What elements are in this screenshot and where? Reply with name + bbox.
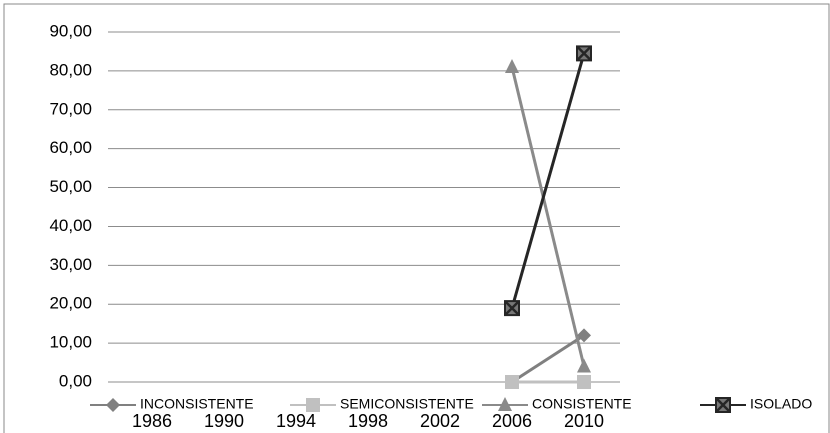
point-marker <box>504 300 520 317</box>
point-marker <box>577 375 591 389</box>
point-marker <box>577 328 591 343</box>
legend-label: SEMICONSISTENTE <box>340 396 474 412</box>
marker-cross <box>715 397 731 413</box>
legend-marker <box>106 398 120 412</box>
y-tick-label: 10,00 <box>49 333 92 352</box>
legend-label: INCONSISTENTE <box>140 396 254 412</box>
y-tick-label: 90,00 <box>49 21 92 40</box>
marker-cross <box>576 45 592 62</box>
chart-border <box>3 3 830 433</box>
y-tick-label: 80,00 <box>49 60 92 79</box>
series-line <box>511 334 585 384</box>
y-tick-label: 60,00 <box>49 138 92 157</box>
point-marker <box>505 59 519 73</box>
x-tick-label: 2010 <box>564 411 604 431</box>
series-line <box>510 52 586 309</box>
legend-marker <box>306 398 320 412</box>
legend-marker <box>715 397 731 413</box>
x-tick-label: 1998 <box>348 411 388 431</box>
x-tick-label: 1994 <box>276 411 316 431</box>
x-tick-label: 1990 <box>204 411 244 431</box>
series-line <box>510 66 586 367</box>
y-tick-label: 70,00 <box>49 99 92 118</box>
y-tick-label: 50,00 <box>49 177 92 196</box>
marker-cross <box>504 300 520 316</box>
y-tick-label: 0,00 <box>59 371 92 390</box>
legend-label: ISOLADO <box>750 396 812 412</box>
point-marker <box>576 45 592 62</box>
x-tick-label: 2006 <box>492 411 532 431</box>
legend-marker <box>498 397 512 411</box>
x-tick-label: 2002 <box>420 411 460 431</box>
legend-label: CONSISTENTE <box>532 396 632 412</box>
y-tick-label: 20,00 <box>49 294 92 313</box>
point-marker <box>505 375 519 389</box>
y-tick-label: 30,00 <box>49 255 92 274</box>
x-tick-label: 1986 <box>132 411 172 431</box>
point-marker <box>577 358 591 373</box>
y-tick-label: 40,00 <box>49 216 92 235</box>
